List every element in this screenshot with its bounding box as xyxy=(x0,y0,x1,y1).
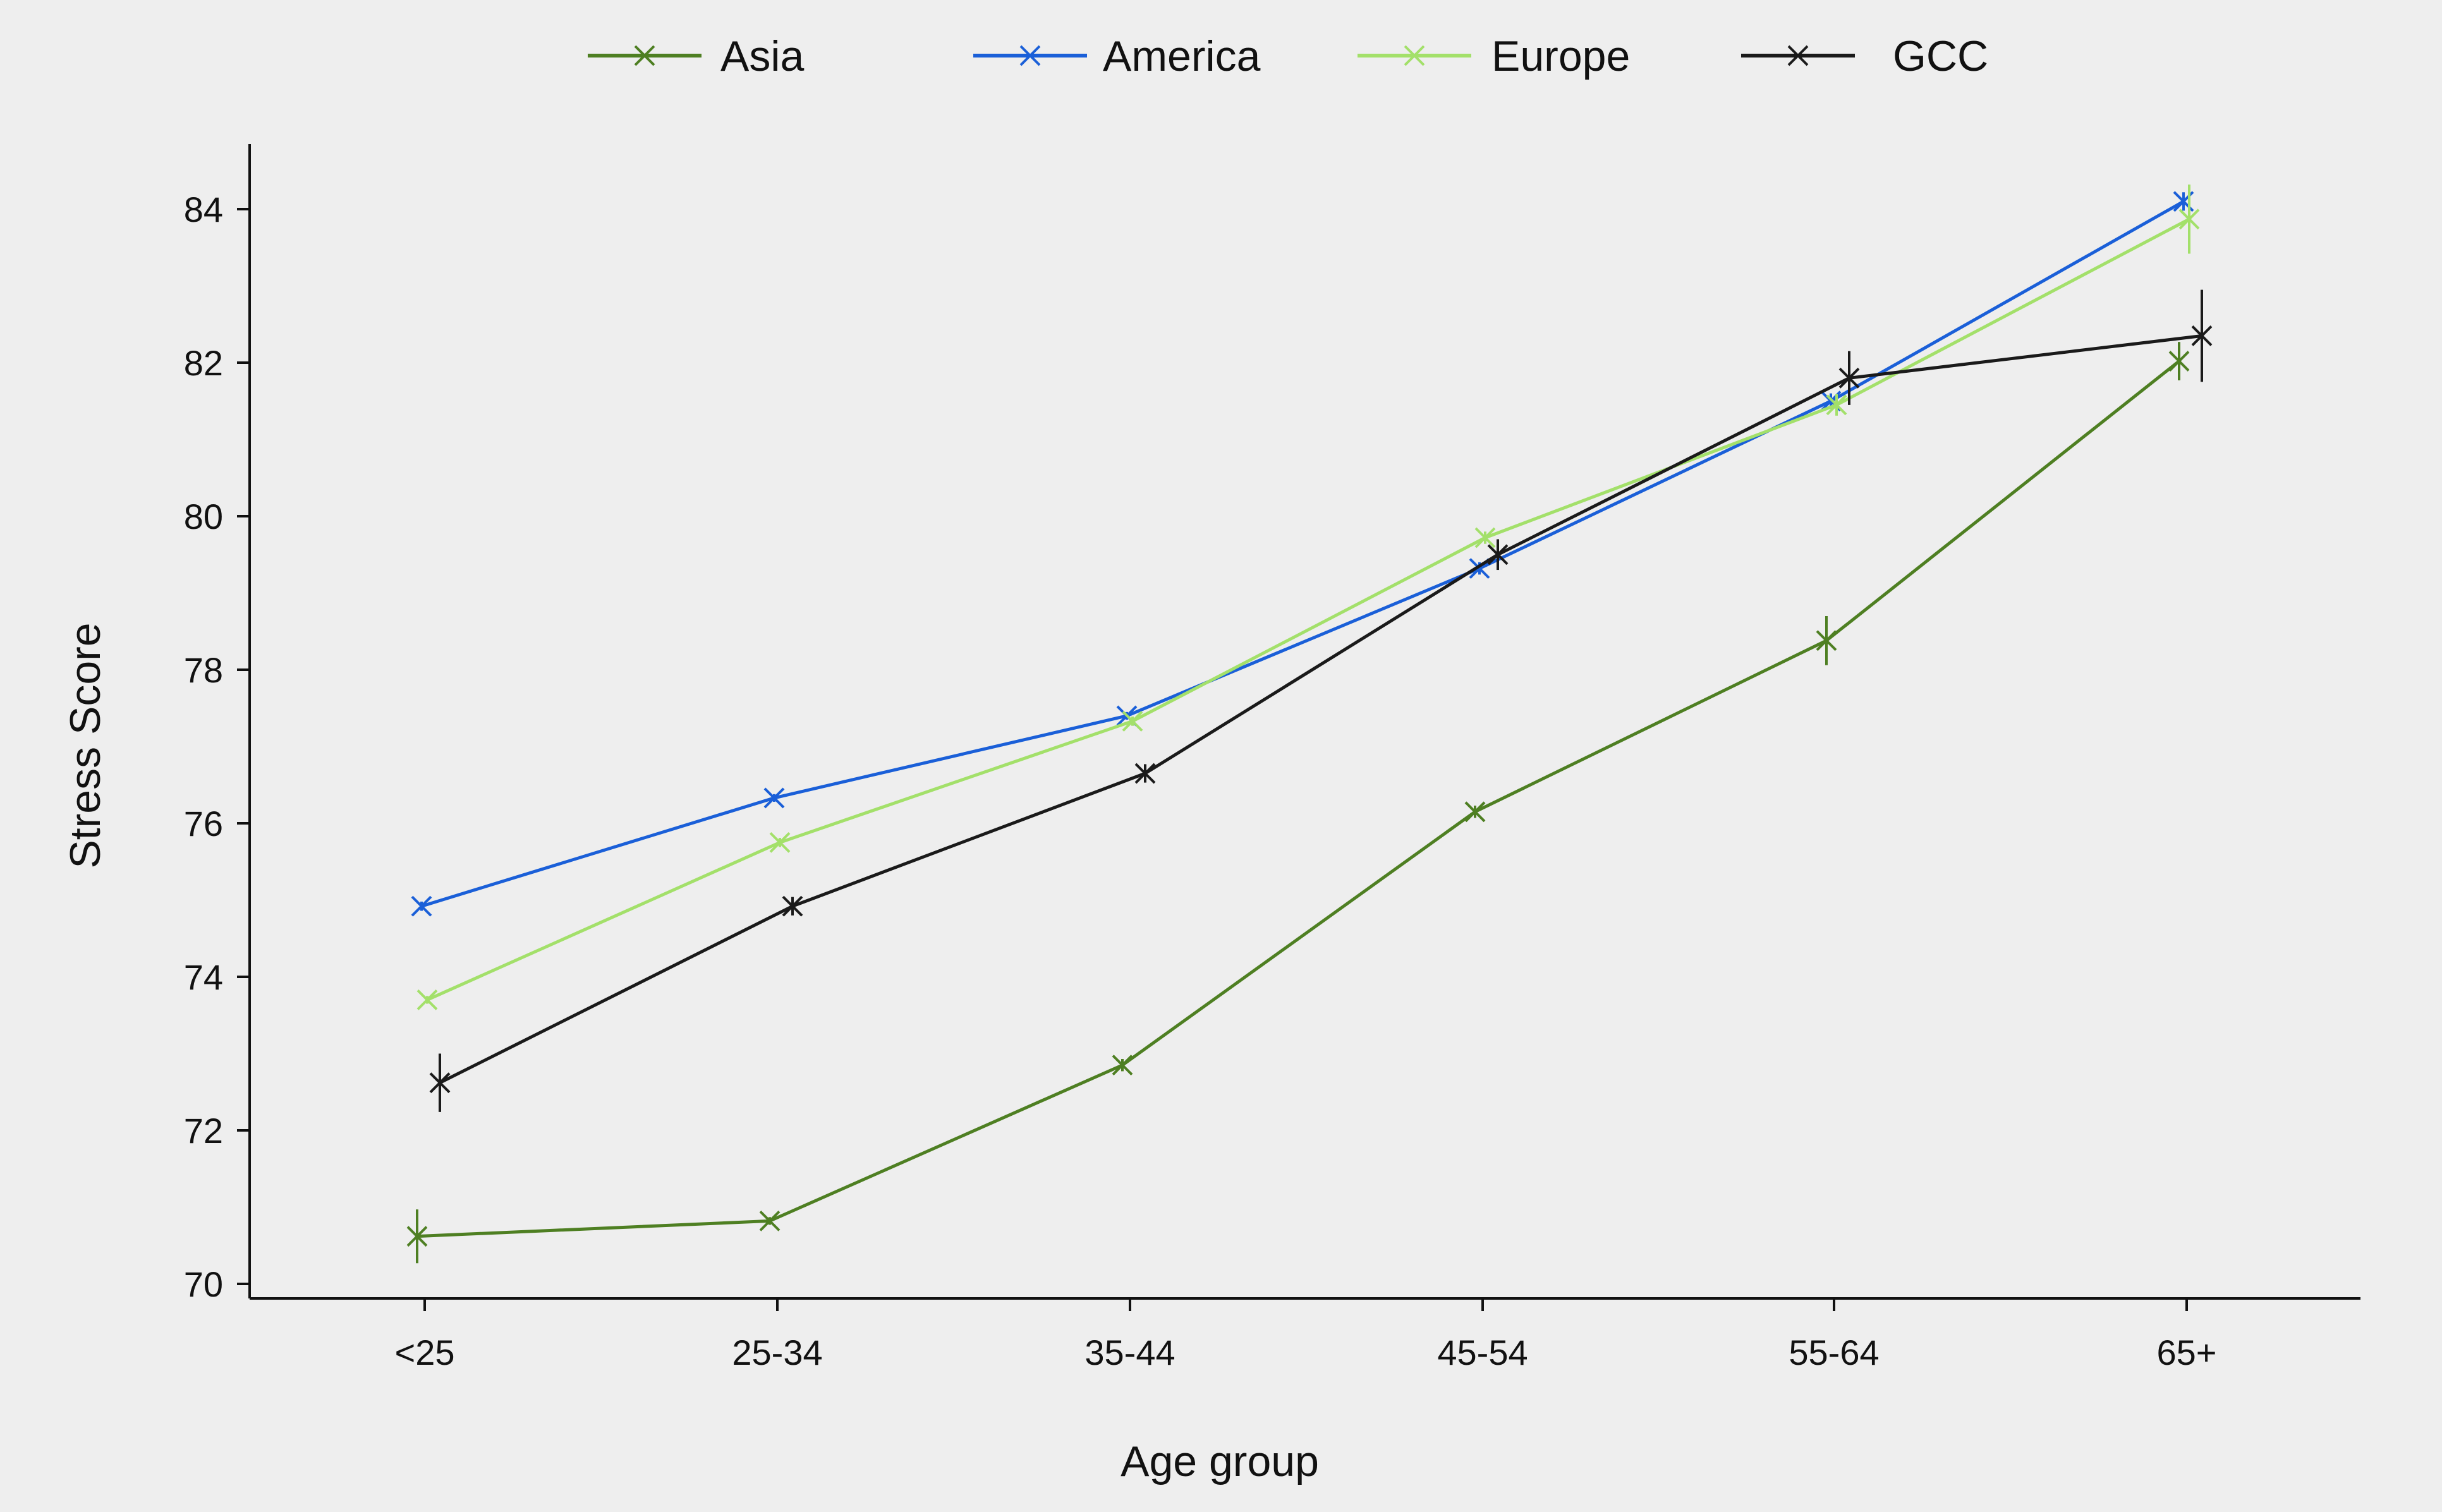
x-tick-label: 35-44 xyxy=(1084,1333,1175,1372)
y-tick-label: 74 xyxy=(184,957,223,997)
legend-label: GCC xyxy=(1893,32,1988,80)
data-point-marker xyxy=(1838,367,1860,389)
data-point-marker xyxy=(1404,45,1425,66)
data-point-marker xyxy=(416,989,438,1010)
x-axis-title: Age group xyxy=(1121,1437,1319,1485)
legend-item-europe: Europe xyxy=(1358,32,1630,80)
data-point-marker xyxy=(1816,630,1837,651)
x-tick-label: 65+ xyxy=(2157,1333,2217,1372)
data-point-marker xyxy=(1826,394,1847,416)
legend-label: Asia xyxy=(720,32,804,80)
data-point-marker xyxy=(1122,710,1143,732)
series-gcc xyxy=(429,289,2213,1112)
y-tick-label: 84 xyxy=(184,190,223,229)
data-point-marker xyxy=(769,832,791,853)
data-point-marker xyxy=(406,1226,428,1247)
data-point-marker xyxy=(634,45,655,66)
data-point-marker xyxy=(2191,325,2213,346)
legend-item-gcc: GCC xyxy=(1741,32,1988,80)
series-asia xyxy=(406,342,2190,1264)
y-tick-label: 70 xyxy=(184,1264,223,1304)
data-point-marker xyxy=(411,895,432,917)
legend-label: Europe xyxy=(1491,32,1630,80)
data-point-marker xyxy=(1464,801,1486,823)
y-tick-label: 78 xyxy=(184,650,223,690)
data-point-marker xyxy=(1487,544,1509,565)
y-axis-title: Stress Score xyxy=(61,622,109,868)
y-tick-label: 80 xyxy=(184,497,223,536)
data-point-marker xyxy=(1787,45,1809,66)
data-point-marker xyxy=(1474,527,1496,548)
y-tick-label: 82 xyxy=(184,343,223,383)
data-point-marker xyxy=(782,895,803,917)
axes: 70 72 74 76 78 80 82 84 <25 25-34 35-44 45-54 55-64 6… xyxy=(184,144,2360,1372)
data-point-marker xyxy=(1019,45,1041,66)
data-point-marker xyxy=(2168,351,2190,372)
legend: Asia America Europe GCC xyxy=(588,32,1988,80)
series-line xyxy=(416,360,2180,1238)
x-tick-label: 25-34 xyxy=(732,1333,822,1372)
data-point-marker xyxy=(763,787,785,809)
x-tick-label: 55-64 xyxy=(1789,1333,1879,1372)
x-tick-label: <25 xyxy=(395,1333,455,1372)
legend-item-america: America xyxy=(973,32,1261,80)
series-layer xyxy=(406,184,2213,1264)
series-line xyxy=(421,200,2185,908)
y-tick-label: 72 xyxy=(184,1111,223,1151)
data-point-marker xyxy=(429,1072,451,1094)
x-tick-label: 45-54 xyxy=(1437,1333,1528,1372)
legend-item-asia: Asia xyxy=(588,32,804,80)
data-point-marker xyxy=(759,1210,781,1231)
y-tick-label: 76 xyxy=(184,804,223,844)
data-point-marker xyxy=(1134,763,1156,784)
data-point-marker xyxy=(2178,209,2200,230)
series-line xyxy=(439,334,2202,1084)
data-point-marker xyxy=(1112,1055,1133,1076)
legend-label: America xyxy=(1103,32,1261,80)
